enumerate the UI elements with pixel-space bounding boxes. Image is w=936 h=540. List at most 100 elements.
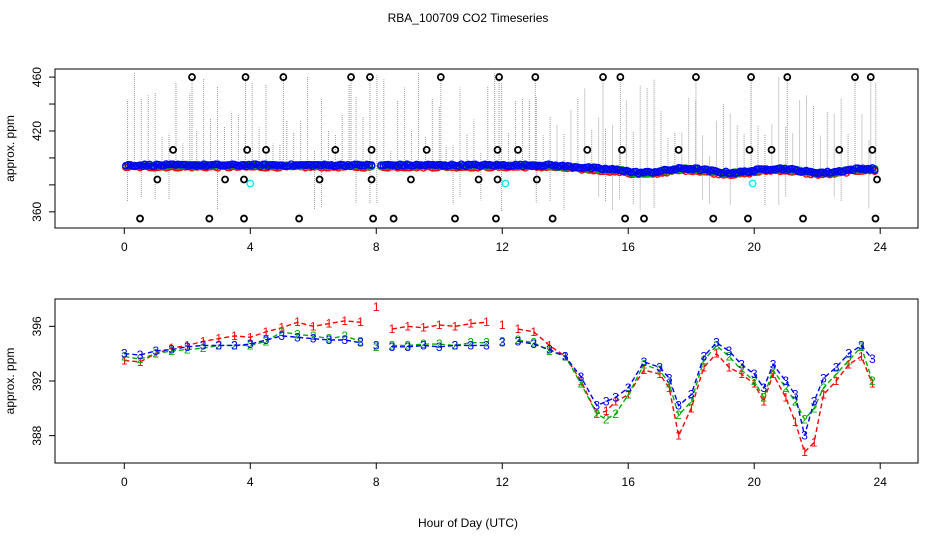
series-marker-1: 1	[436, 318, 443, 332]
trace-point-s3	[762, 166, 770, 174]
series-marker-2: 2	[530, 336, 537, 350]
series-marker-3: 3	[215, 338, 222, 352]
outlier-low	[709, 214, 718, 223]
series-marker-3: 3	[666, 371, 673, 385]
x-tick-label: 24	[874, 475, 888, 489]
series-marker-2: 2	[656, 363, 663, 377]
series-marker-2: 2	[310, 329, 317, 343]
outlier-low	[744, 214, 752, 223]
outlier-low	[621, 214, 629, 223]
outlier-low	[136, 214, 144, 223]
cyan-point	[501, 179, 510, 188]
trace-point-s3	[268, 161, 277, 169]
trace-point-s3	[249, 160, 258, 169]
series-marker-2: 2	[688, 395, 695, 409]
outlier-mid	[583, 145, 592, 154]
series-marker-2: 2	[578, 377, 585, 391]
trace-point-s3	[851, 164, 860, 173]
series-marker-3: 3	[404, 340, 411, 354]
y-axis-label: approx. ppm	[3, 115, 17, 182]
outlier-mid	[873, 175, 881, 184]
trace-point-s3	[679, 164, 688, 173]
outlier-high	[531, 73, 540, 81]
series-marker-1: 1	[820, 388, 827, 402]
outlier-low	[799, 214, 807, 223]
series-marker-3: 3	[263, 333, 270, 347]
series-marker-3: 3	[858, 338, 865, 352]
series-marker-1: 1	[770, 367, 777, 381]
series-marker-3: 3	[499, 336, 506, 350]
outlier-high	[866, 73, 875, 81]
series-marker-1: 1	[675, 429, 682, 443]
series-marker-1: 1	[666, 381, 673, 395]
y-tick-label: 392	[30, 371, 44, 391]
outlier-mid	[745, 145, 754, 154]
series-marker-3: 3	[782, 374, 789, 388]
outlier-mid	[240, 175, 248, 184]
trace-point-s3	[386, 161, 395, 169]
series-marker-1: 1	[641, 363, 648, 377]
series-marker-1: 1	[294, 315, 301, 329]
trace-point-s3	[870, 166, 879, 174]
trace-point-s3	[275, 161, 284, 170]
outlier-low	[205, 214, 214, 223]
series-marker-1: 1	[420, 321, 427, 335]
series-line-1	[124, 320, 361, 363]
series-marker-1: 1	[404, 319, 411, 333]
trace-point-s3	[303, 160, 312, 169]
trace-point-s3	[769, 165, 777, 174]
series-marker-2: 2	[467, 336, 474, 350]
trace-point-s3	[497, 161, 506, 169]
series-marker-3: 3	[578, 370, 585, 384]
trace-point-s3	[504, 162, 513, 170]
trace-point-s3	[178, 160, 187, 169]
trace-point-s3	[691, 164, 700, 172]
outlier-low	[492, 214, 500, 223]
series-marker-3: 3	[436, 340, 443, 354]
series-marker-1: 1	[833, 374, 840, 388]
outlier-high	[599, 73, 607, 81]
series-marker-3: 3	[760, 381, 767, 395]
series-marker-3: 3	[326, 333, 333, 347]
top-panel: 0 4 8 12 16 20 24 360 420 460 approx. ppm	[3, 67, 919, 254]
series-marker-2: 2	[726, 349, 733, 363]
series-marker-3: 3	[483, 338, 490, 352]
series-marker-3: 3	[294, 330, 301, 344]
outlier-mid	[367, 145, 376, 154]
outlier-mid	[169, 145, 178, 154]
series-marker-1: 1	[168, 341, 175, 355]
outlier-low	[640, 214, 648, 223]
series-marker-1: 1	[137, 355, 144, 369]
outlier-mid	[532, 175, 541, 184]
series-marker-1: 1	[326, 317, 333, 331]
cyan-point	[748, 179, 757, 188]
trace-point-s3	[809, 168, 818, 177]
series-marker-2: 2	[820, 381, 827, 395]
trace-point-s3	[351, 160, 359, 169]
series-marker-3: 3	[792, 388, 799, 402]
outlier-mid	[422, 145, 431, 154]
series-marker-2: 2	[184, 343, 191, 357]
series-marker-3: 3	[801, 429, 808, 443]
series-marker-2: 2	[215, 338, 222, 352]
outlier-low	[389, 214, 398, 223]
trace-point-s3	[367, 161, 376, 169]
series-3: 3 3 3 3 3 3 3 3 3 3 3 3 3 3 3 3 3 3 3 3 3 3 3 3 3 3 3 3 333 3 333 33333…	[121, 329, 876, 443]
series-marker-3: 3	[152, 344, 159, 358]
series-marker-1: 1	[801, 445, 808, 459]
trace-point-s3	[310, 161, 319, 169]
x-tick-label: 8	[373, 240, 380, 254]
series-marker-1: 1	[751, 377, 758, 391]
outlier-mid	[493, 145, 502, 154]
series-marker-2: 2	[666, 377, 673, 391]
series-marker-1: 1	[184, 338, 191, 352]
series-line-2	[517, 339, 873, 421]
series-marker-3: 3	[656, 360, 663, 374]
series-marker-1: 1	[483, 315, 490, 329]
series-marker-3: 3	[184, 340, 191, 354]
outlier-mid	[407, 175, 415, 184]
outlier-high	[347, 73, 355, 81]
outlier-low	[871, 214, 880, 223]
trace-point-s3	[204, 161, 213, 169]
